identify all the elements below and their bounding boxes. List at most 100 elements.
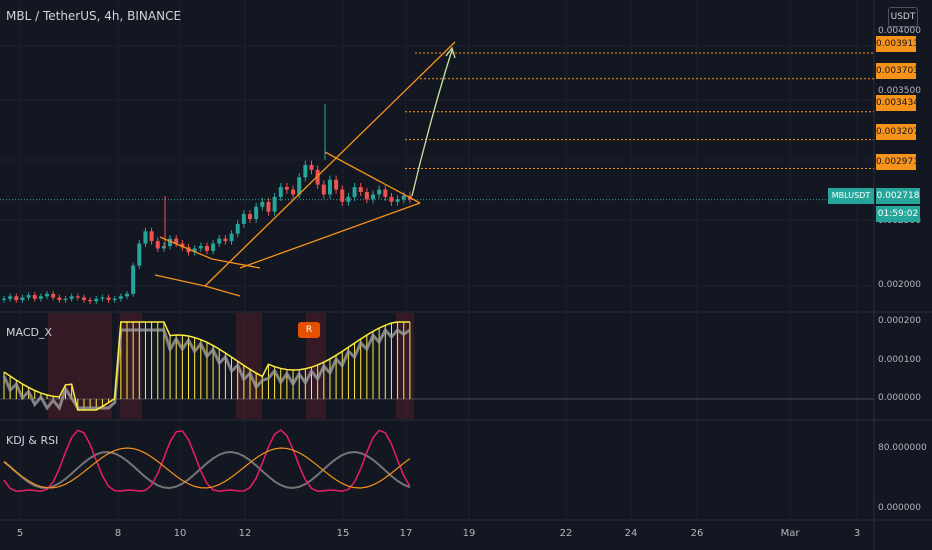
macd-line — [3, 321, 410, 411]
candle-body — [278, 187, 283, 197]
candle-body — [174, 238, 179, 244]
macd-tick: 0.000100 — [878, 355, 921, 365]
price-tick: 0.004000 — [878, 26, 921, 36]
candle-body — [8, 296, 13, 299]
time-label: 8 — [114, 528, 122, 539]
candle-body — [106, 297, 111, 300]
candle-body — [198, 246, 203, 249]
candle-body — [63, 298, 68, 300]
candle-body — [81, 297, 86, 300]
r-badge[interactable]: R — [298, 322, 320, 338]
candle-body — [383, 189, 388, 197]
target-price-tag: 0.003703 — [876, 63, 919, 79]
target-lines — [0, 52, 874, 201]
candlestick-series — [2, 104, 412, 305]
candle-body — [266, 201, 271, 212]
candle-body — [241, 214, 246, 224]
candle-body — [143, 231, 148, 244]
current-price-tag: 0.002718 — [876, 188, 920, 204]
price-tick: 0.003500 — [878, 86, 921, 96]
macd-pane — [0, 313, 874, 419]
macd-highlight — [236, 313, 262, 419]
candle-body — [32, 295, 37, 299]
candle-body — [217, 238, 222, 244]
macd-highlight — [120, 313, 142, 419]
time-label: 24 — [624, 528, 638, 539]
candle-body — [401, 195, 406, 200]
currency-unit-button[interactable]: USDT — [888, 7, 918, 27]
time-label: 26 — [690, 528, 704, 539]
candle-body — [315, 169, 320, 185]
macd-tick: 0.000200 — [878, 316, 921, 326]
candle-body — [100, 297, 105, 299]
time-label: 17 — [399, 528, 413, 539]
kdj-pane-label: KDJ & RSI — [6, 434, 59, 447]
candle-body — [346, 196, 351, 202]
candle-body — [340, 189, 345, 202]
countdown-tag: 01:59:02 — [876, 206, 920, 222]
candle-body — [112, 298, 117, 300]
candle-body — [192, 248, 197, 253]
time-label: 19 — [462, 528, 476, 539]
candle-body — [180, 243, 185, 248]
candle-body — [377, 189, 382, 195]
kdj-tick: 80.000000 — [878, 443, 927, 453]
candle-body — [272, 196, 277, 212]
candle-body — [69, 296, 74, 299]
candle-body — [118, 296, 123, 299]
candle-body — [303, 165, 308, 178]
rsi-line — [3, 447, 411, 489]
channel-upper-line — [204, 41, 456, 287]
candle-body — [321, 184, 326, 195]
candle-body — [155, 241, 160, 249]
macd-tick: 0.000000 — [878, 393, 921, 403]
candle-body — [57, 297, 62, 300]
time-label: 5 — [16, 528, 24, 539]
candle-body — [204, 246, 209, 251]
candle-body — [309, 165, 314, 170]
macd-highlight — [48, 313, 112, 419]
candle-body — [137, 243, 142, 266]
candle-body — [284, 187, 289, 190]
candle-body — [248, 214, 252, 219]
candle-body — [235, 223, 240, 234]
candle-body — [334, 179, 339, 190]
candle-body — [223, 238, 228, 242]
time-label: 15 — [336, 528, 350, 539]
target-price-tag: 0.003434 — [876, 95, 919, 111]
chart-title: MBL / TetherUS, 4h, BINANCE — [6, 9, 182, 23]
candle-body — [149, 231, 154, 242]
symbol-tag: MBLUSDT — [828, 188, 874, 204]
flag-upper-line — [159, 236, 261, 269]
triangle-pattern — [154, 41, 456, 297]
candle-body — [254, 206, 259, 219]
time-label: 12 — [238, 528, 252, 539]
candle-body — [327, 179, 332, 195]
candle-body — [2, 298, 6, 300]
candle-body — [358, 187, 363, 192]
candle-body — [229, 233, 234, 242]
candle-body — [88, 300, 93, 302]
candle-body — [291, 189, 296, 195]
candle-body — [389, 196, 394, 202]
projection-arrow — [411, 49, 453, 197]
arrow-head — [445, 46, 456, 59]
candle-body — [26, 295, 31, 298]
macd-highlight — [396, 313, 414, 419]
candle-body — [94, 298, 99, 302]
candle-body — [371, 194, 375, 200]
triangle-lower-line — [239, 202, 421, 269]
macd-signal-line — [2, 327, 411, 412]
time-label: 22 — [559, 528, 573, 539]
candle-body — [45, 293, 50, 297]
time-label: Mar — [780, 528, 800, 539]
candle-body — [20, 297, 25, 300]
kdj-tick: 0.000000 — [878, 503, 921, 513]
candle-body — [168, 238, 173, 246]
candle-body — [260, 201, 265, 207]
triangle-upper-line — [324, 151, 421, 204]
target-price-tag: 0.003207 — [876, 124, 919, 140]
candle-body — [161, 246, 166, 249]
candle-body — [364, 192, 369, 200]
